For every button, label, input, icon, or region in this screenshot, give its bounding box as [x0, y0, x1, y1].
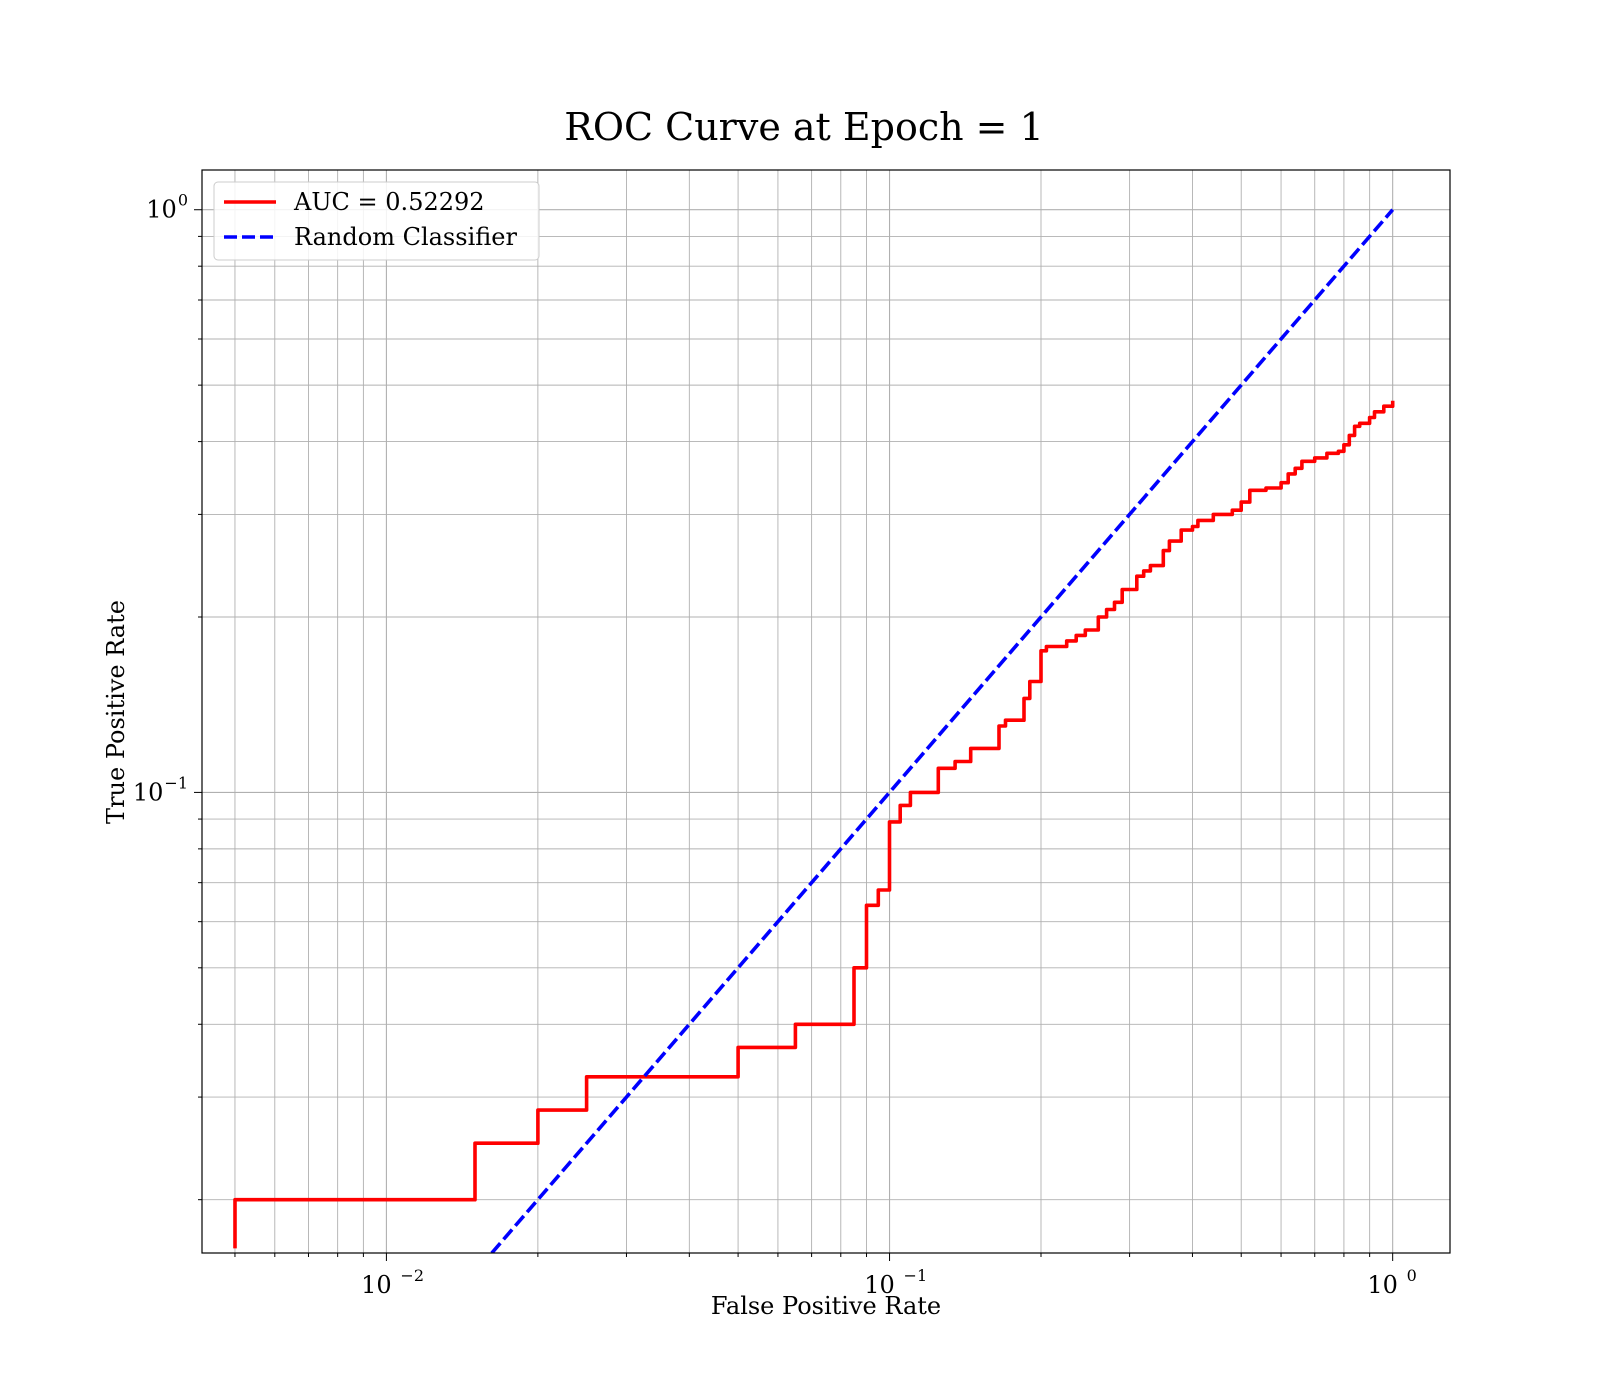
x-axis-label: False Positive Rate — [711, 1292, 941, 1320]
x-tick-exponent: 0 — [1407, 1266, 1417, 1285]
legend: AUC = 0.52292 Random Classifier — [213, 181, 540, 261]
y-axis-label: True Positive Rate — [102, 600, 130, 824]
y-tick-exponent: −1 — [164, 773, 188, 792]
x-tick-label: 10 — [361, 1271, 392, 1299]
x-tick-exponent: −2 — [400, 1266, 424, 1285]
legend-label-auc: AUC = 0.52292 — [293, 188, 485, 216]
x-tick-exponent: −1 — [904, 1266, 928, 1285]
chart-title: ROC Curve at Epoch = 1 — [564, 105, 1044, 149]
random-classifier-line — [490, 208, 1395, 1253]
plot-frame — [201, 169, 1451, 1254]
plot-series — [233, 208, 1395, 1253]
legend-label-random: Random Classifier — [294, 223, 517, 251]
legend-box — [213, 181, 540, 261]
roc-curve-line — [233, 400, 1395, 1249]
x-tick-label: 10 — [864, 1271, 895, 1299]
y-tick-label: 10 — [133, 778, 164, 806]
x-tick-label: 10 — [1367, 1271, 1398, 1299]
grid — [202, 170, 1450, 1253]
y-tick-label: 10 — [146, 196, 177, 224]
y-tick-exponent: 0 — [178, 191, 188, 210]
